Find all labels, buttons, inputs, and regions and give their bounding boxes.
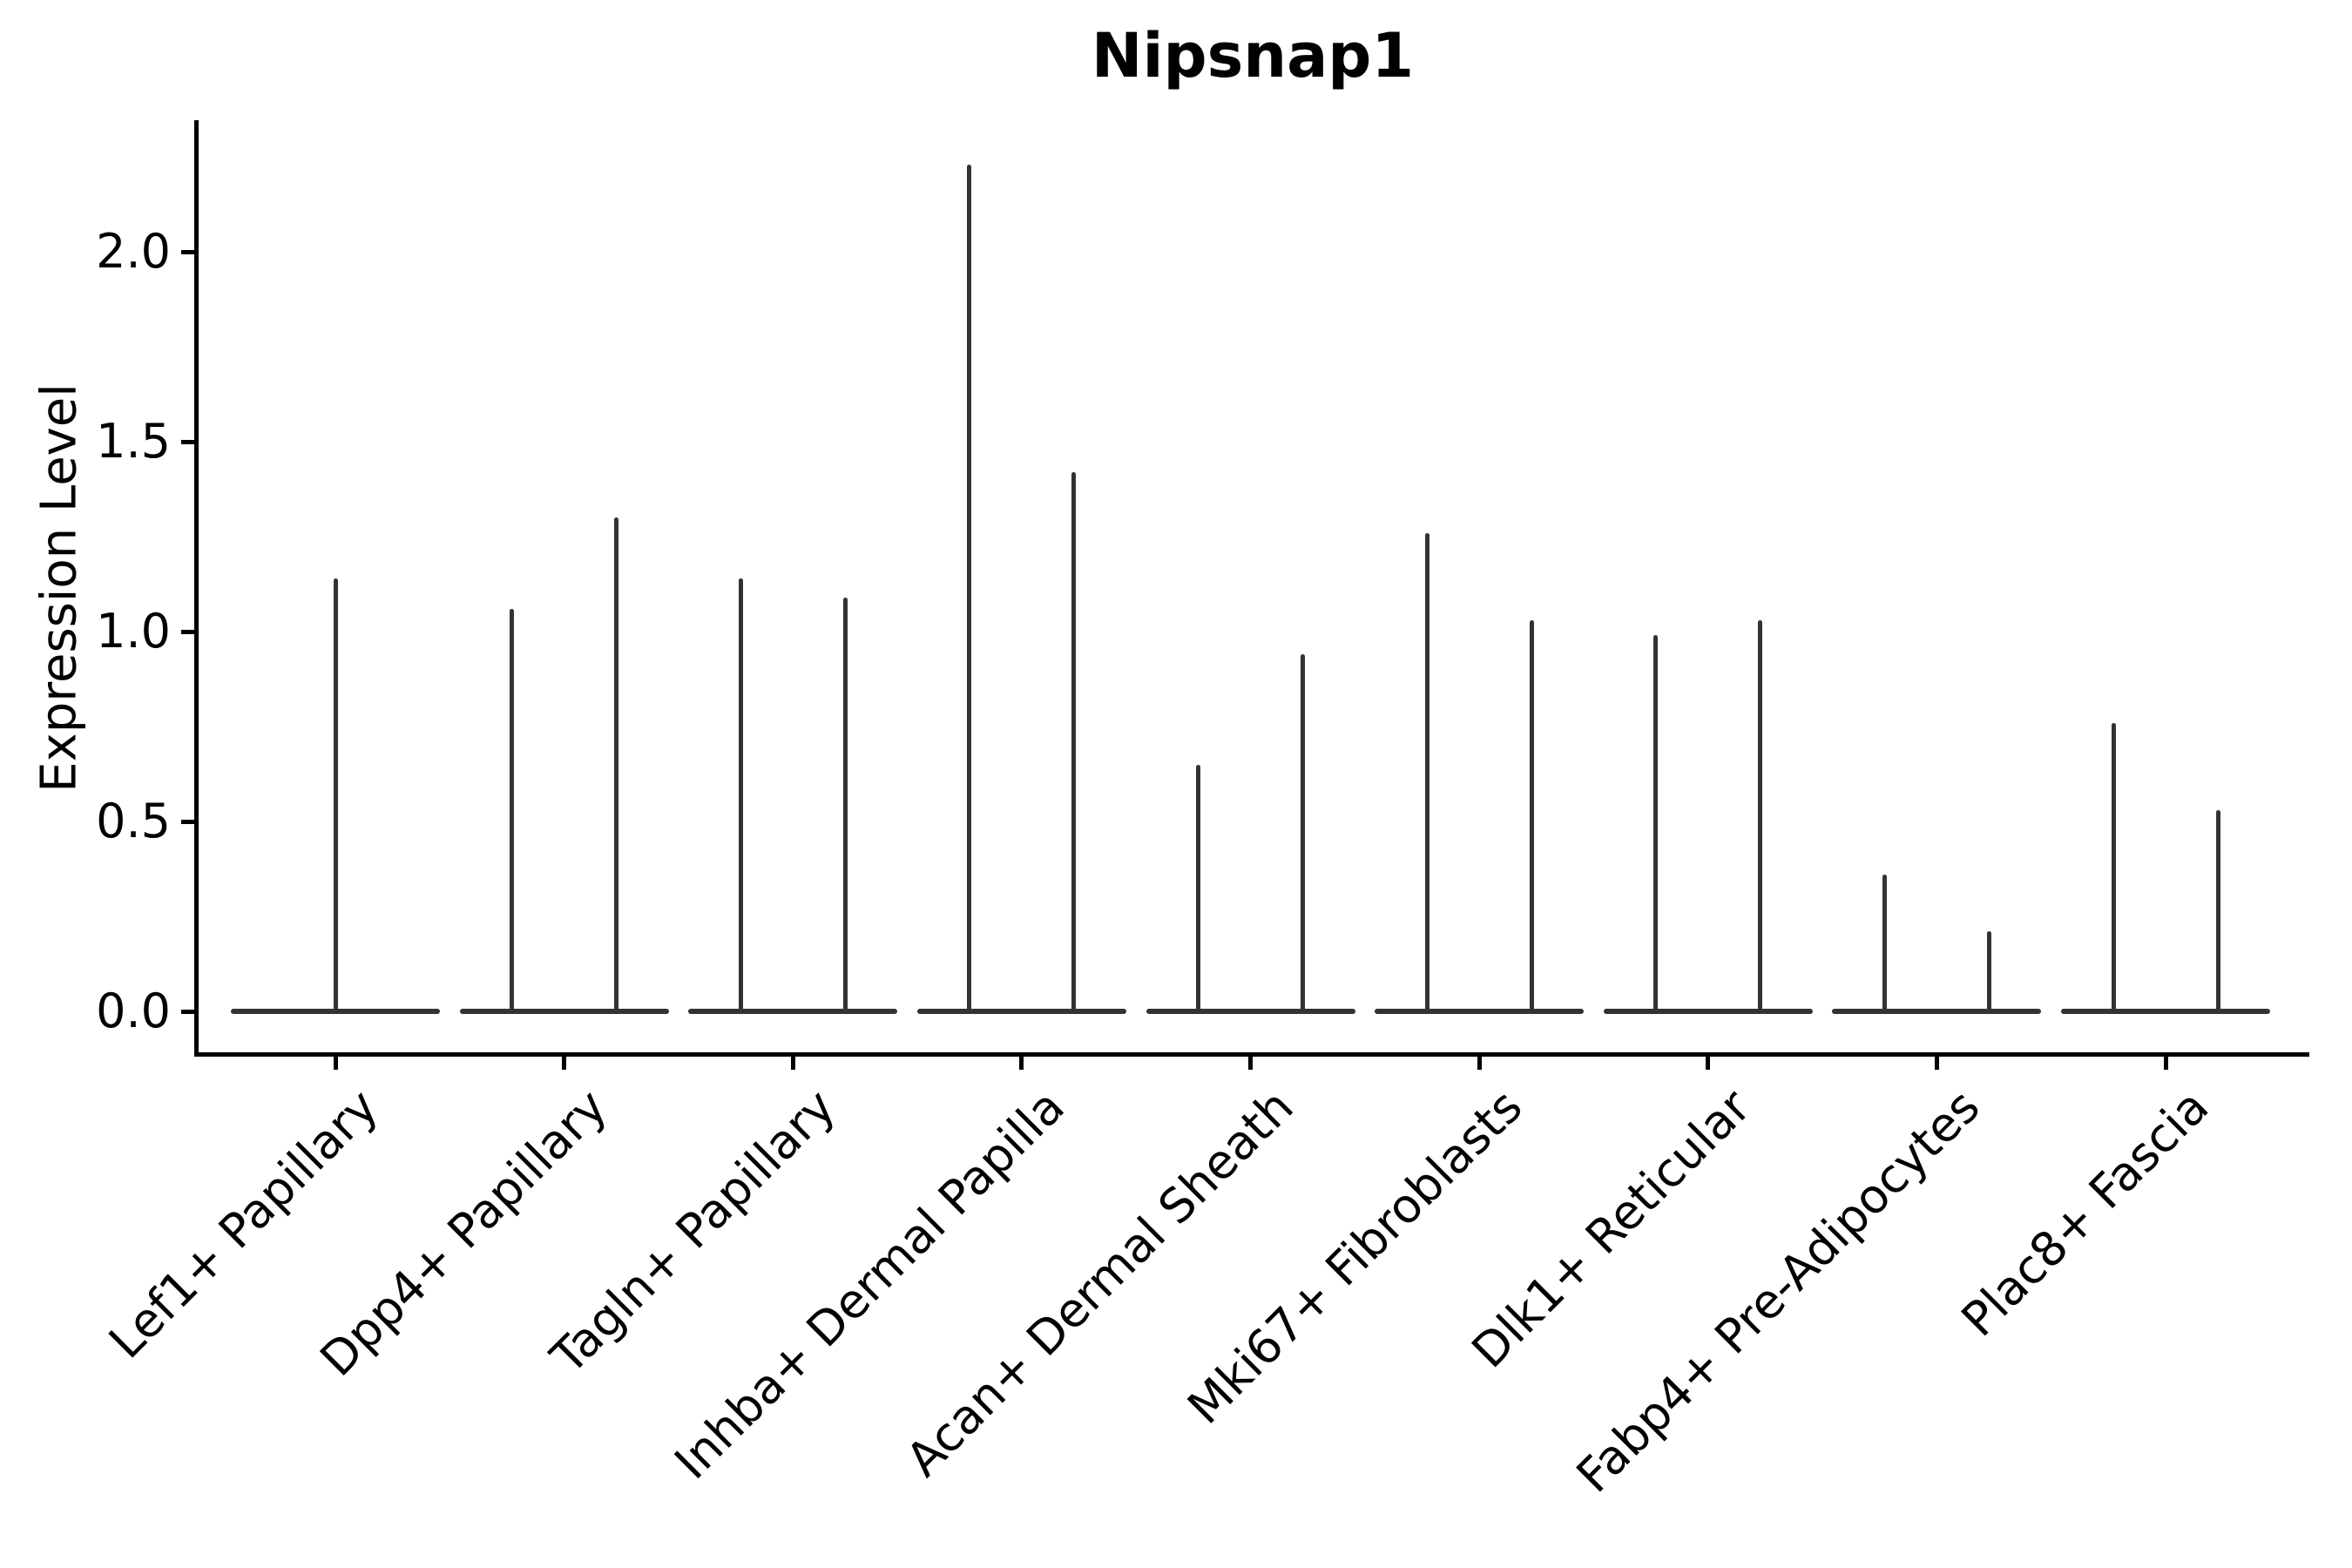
violin-spike bbox=[842, 597, 848, 1014]
violin-spike bbox=[1882, 875, 1887, 1014]
violin-spike bbox=[967, 164, 972, 1014]
y-tick-mark bbox=[181, 629, 197, 634]
x-tick-label: Inhba+ Dermal Papilla bbox=[664, 1078, 1076, 1490]
violin-spike bbox=[1653, 635, 1659, 1014]
violin-spike bbox=[333, 578, 338, 1014]
y-tick-mark bbox=[181, 439, 197, 444]
x-tick-mark bbox=[562, 1054, 567, 1070]
x-tick-label: Fabp4+ Pre-Adipocytes bbox=[1565, 1078, 1990, 1504]
y-axis-spine bbox=[194, 120, 199, 1057]
y-tick-label: 2.0 bbox=[96, 224, 171, 279]
x-tick-mark bbox=[333, 1054, 338, 1070]
y-tick-mark bbox=[181, 1009, 197, 1014]
y-tick-label: 0.0 bbox=[96, 983, 171, 1038]
x-tick-label: Acan+ Dermal Sheath bbox=[896, 1078, 1304, 1488]
violin-spike bbox=[2111, 722, 2116, 1014]
y-tick-mark bbox=[181, 819, 197, 824]
x-tick-mark bbox=[1248, 1054, 1253, 1070]
violin-baseline bbox=[459, 1009, 669, 1014]
x-tick-label: Plac8+ Fascia bbox=[1950, 1078, 2220, 1348]
violin-baseline bbox=[1146, 1009, 1355, 1014]
x-tick-mark bbox=[1019, 1054, 1024, 1070]
violin-spike bbox=[1758, 619, 1763, 1014]
y-tick-label: 1.5 bbox=[96, 414, 171, 469]
violin-spike bbox=[2215, 809, 2220, 1014]
violin-spike bbox=[614, 517, 619, 1014]
violin-spike bbox=[1986, 931, 1991, 1014]
x-tick-mark bbox=[1477, 1054, 1482, 1070]
x-tick-mark bbox=[1934, 1054, 1939, 1070]
violin-spike bbox=[1529, 619, 1534, 1014]
violin-spike bbox=[1196, 764, 1200, 1014]
x-tick-mark bbox=[2163, 1054, 2168, 1070]
violin-spike bbox=[510, 608, 515, 1014]
violin-baseline bbox=[916, 1009, 1126, 1014]
y-tick-label: 1.0 bbox=[96, 604, 171, 659]
x-tick-mark bbox=[790, 1054, 795, 1070]
violin-spike bbox=[738, 578, 743, 1014]
violin-spike bbox=[1071, 471, 1077, 1014]
violin-baseline bbox=[688, 1009, 898, 1014]
violin-baseline bbox=[1832, 1009, 2042, 1014]
violin-baseline bbox=[2061, 1009, 2270, 1014]
y-tick-label: 0.5 bbox=[96, 794, 171, 848]
x-tick-mark bbox=[1706, 1054, 1711, 1070]
violin-spike bbox=[1424, 532, 1429, 1014]
y-tick-mark bbox=[181, 249, 197, 254]
violin-baseline bbox=[1375, 1009, 1585, 1014]
chart-title: Nipsnap1 bbox=[1091, 20, 1415, 91]
violin-baseline bbox=[1603, 1009, 1813, 1014]
violin-spike bbox=[1301, 654, 1305, 1014]
